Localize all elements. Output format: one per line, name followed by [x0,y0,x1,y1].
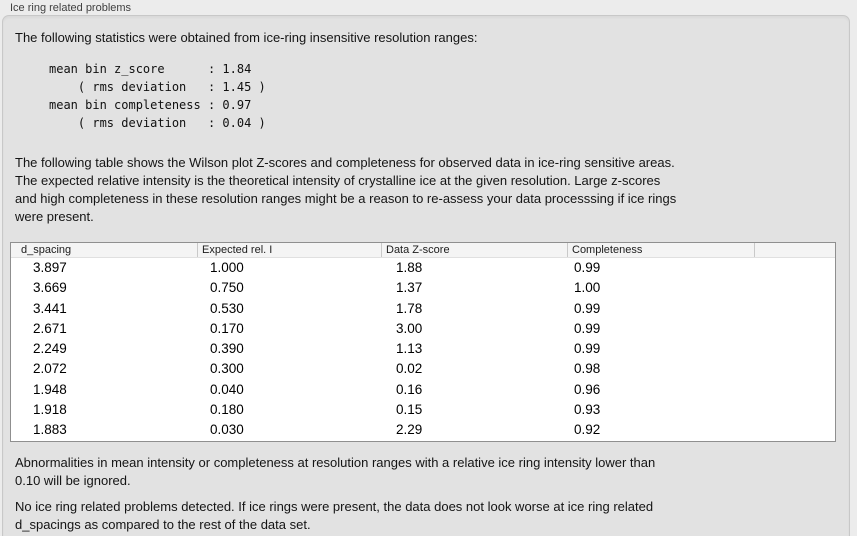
conclusion-text: No ice ring related problems detected. I… [15,498,654,532]
table-cell: 3.00 [396,320,423,336]
table-row[interactable]: 2.671 0.170 3.00 0.99 [11,319,835,339]
intro-text: The following statistics were obtained f… [15,30,478,45]
column-header-completeness[interactable]: Completeness [568,243,755,257]
table-cell [755,380,835,400]
table-row[interactable]: 2.072 0.300 0.02 0.98 [11,359,835,379]
table-row[interactable]: 3.441 0.530 1.78 0.99 [11,299,835,319]
column-header-data-z-score[interactable]: Data Z-score [382,243,568,257]
table-cell: 3.441 [33,300,67,316]
table-cell [755,299,835,319]
table-row[interactable]: 1.918 0.180 0.15 0.93 [11,400,835,420]
ice-ring-group-box: The following statistics were obtained f… [2,15,850,536]
column-header-expected-rel-i[interactable]: Expected rel. I [198,243,382,257]
table-header-row: d_spacing Expected rel. I Data Z-score Comp… [11,243,835,258]
table-cell: 0.93 [574,402,601,418]
table-cell: 1.918 [33,402,67,418]
table-cell: 2.671 [33,320,67,336]
table-cell: 0.15 [396,402,423,418]
table-cell [755,278,835,298]
table-cell: 0.170 [210,320,244,336]
table-cell [755,420,835,440]
group-box-title: Ice ring related problems [10,2,132,14]
ignore-note-text: Abnormalities in mean intensity or compl… [15,454,656,488]
table-row[interactable]: 1.948 0.040 0.16 0.96 [11,380,835,400]
table-cell: 2.29 [396,422,423,438]
table-cell: 0.96 [574,381,601,397]
table-cell: 3.669 [33,280,67,296]
table-cell: 2.249 [33,341,67,357]
table-cell: 0.16 [396,381,423,397]
table-cell: 0.02 [396,361,423,377]
table-cell: 1.000 [210,260,244,275]
table-cell [755,339,835,359]
group-box-content: The following statistics were obtained f… [3,16,849,534]
table-cell: 3.897 [33,260,67,275]
table-cell: 1.948 [33,381,67,397]
table-cell: 0.99 [574,320,601,336]
column-header-empty[interactable] [755,243,835,257]
column-header-d-spacing[interactable]: d_spacing [11,243,198,257]
table-cell: 0.390 [210,341,244,357]
table-body: 3.897 1.000 1.88 0.99 3.669 0.750 1.37 1.00 3.44… [11,258,835,441]
table-cell [755,258,835,278]
table-cell [755,400,835,420]
table-cell: 0.030 [210,422,244,438]
table-cell: 1.88 [396,260,423,275]
table-description-text: The following table shows the Wilson plo… [15,155,677,224]
table-row[interactable]: 2.249 0.390 1.13 0.99 [11,339,835,359]
table-cell: 1.00 [574,280,601,296]
table-cell: 0.98 [574,361,601,377]
table-cell: 0.99 [574,260,601,275]
table-cell: 0.99 [574,300,601,316]
table-cell: 2.072 [33,361,67,377]
table-cell: 0.750 [210,280,244,296]
table-cell: 1.78 [396,300,423,316]
summary-stats-block: mean bin z_score : 1.84 ( rms deviation … [49,62,266,130]
table-cell [755,319,835,339]
table-cell: 0.180 [210,402,244,418]
table-row[interactable]: 1.883 0.030 2.29 0.92 [11,420,835,440]
table-row[interactable]: 3.897 1.000 1.88 0.99 [11,258,835,278]
table-cell: 1.13 [396,341,423,357]
table-cell: 1.883 [33,422,67,438]
table-row[interactable]: 3.669 0.750 1.37 1.00 [11,278,835,298]
table-cell: 0.300 [210,361,244,377]
table-cell: 1.37 [396,280,423,296]
table-cell: 0.530 [210,300,244,316]
ice-ring-table[interactable]: d_spacing Expected rel. I Data Z-score Comp… [10,242,836,442]
table-cell: 0.92 [574,422,601,438]
table-cell: 0.99 [574,341,601,357]
table-cell [755,359,835,379]
table-cell: 0.040 [210,381,244,397]
